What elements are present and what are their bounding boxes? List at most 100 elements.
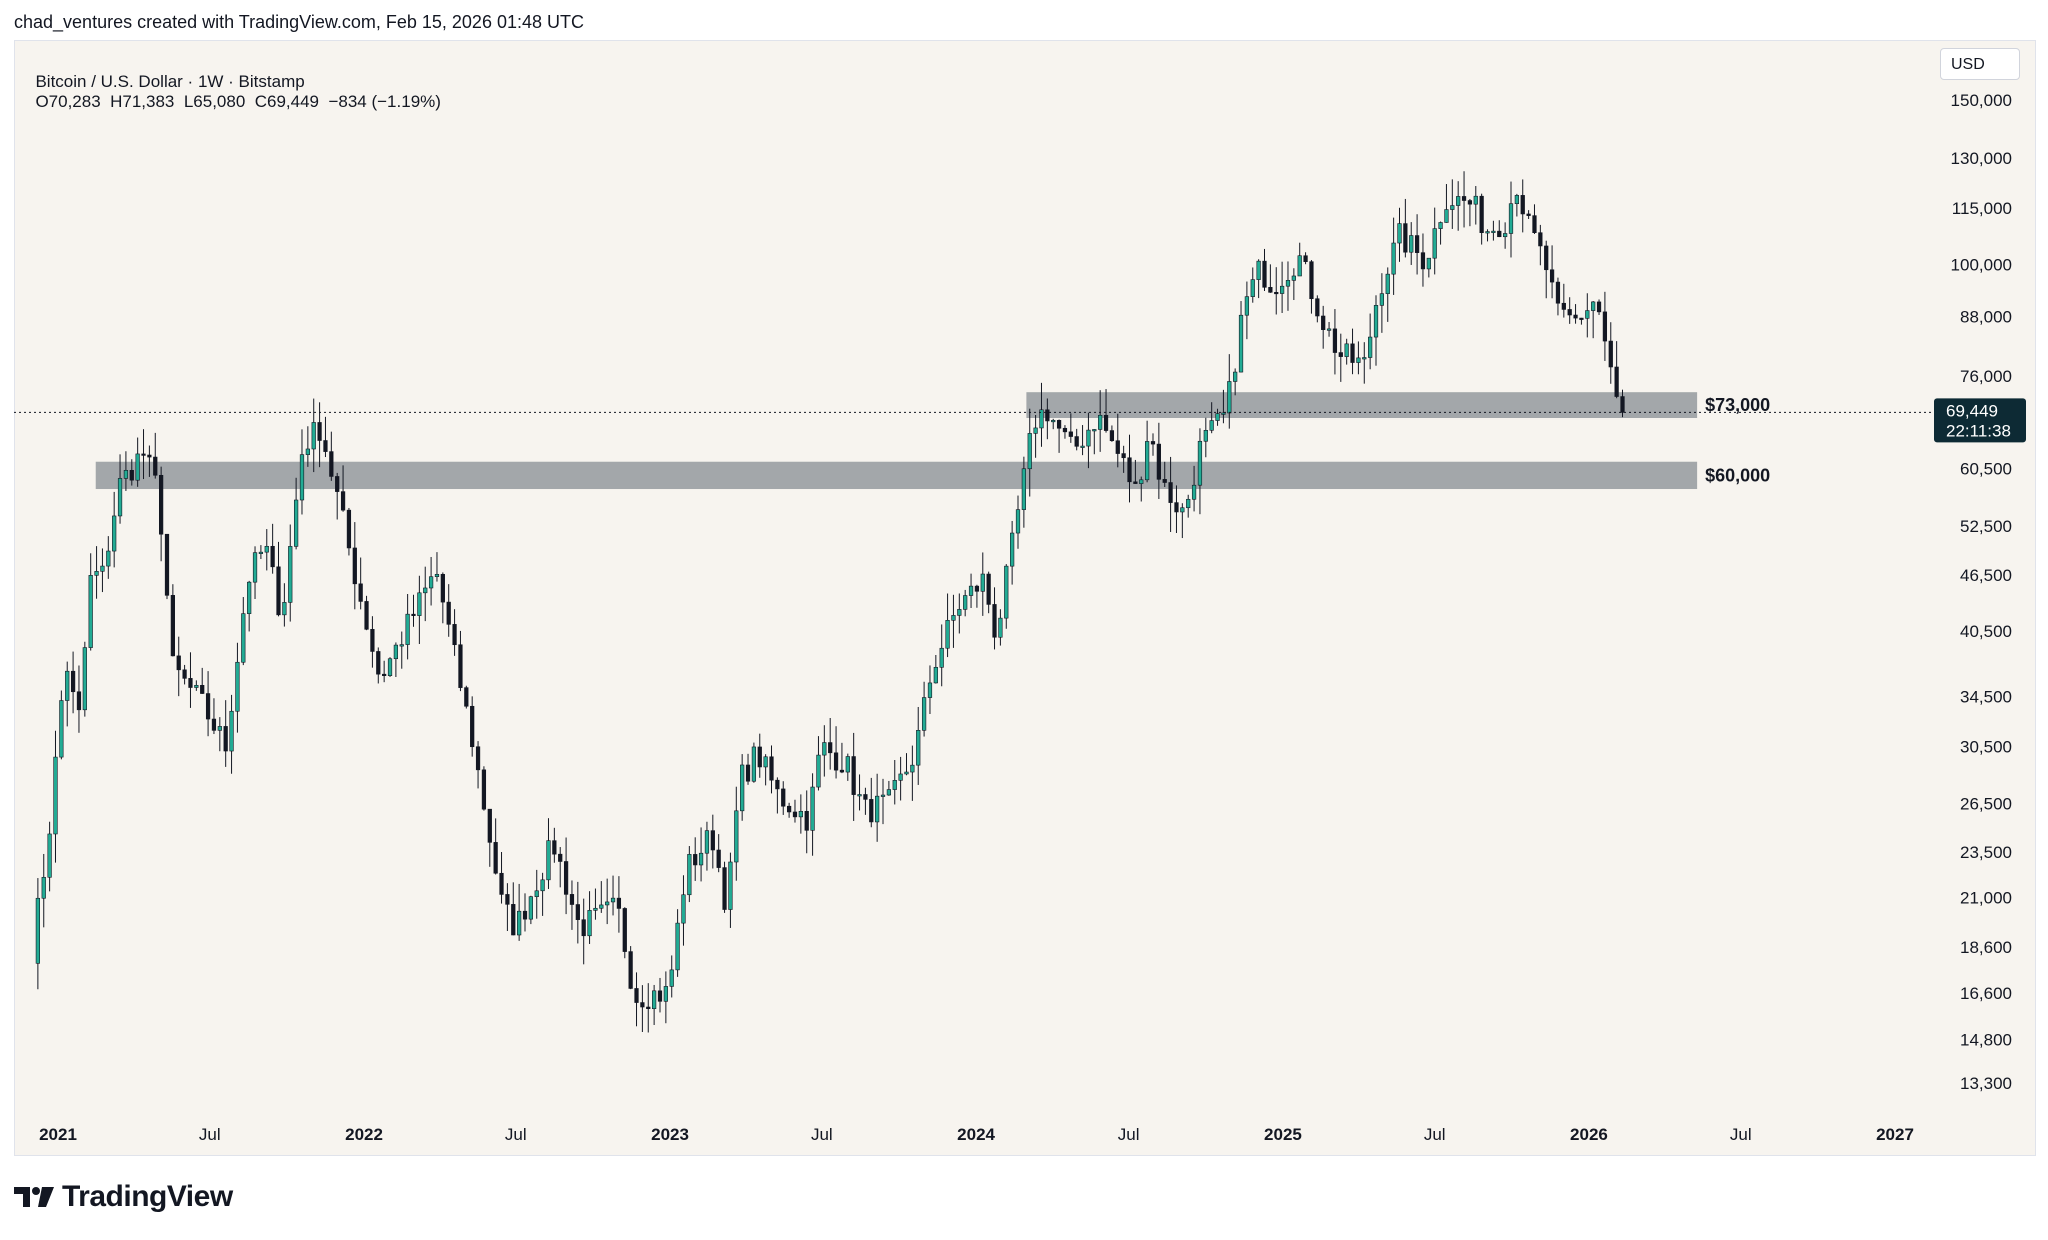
candle[interactable] [798, 794, 803, 834]
candle[interactable] [769, 745, 774, 794]
candle[interactable] [1409, 222, 1414, 265]
candle[interactable] [35, 878, 40, 990]
candle[interactable] [1438, 221, 1443, 245]
candle[interactable] [681, 875, 686, 946]
candle[interactable] [757, 733, 762, 778]
candle[interactable] [1297, 242, 1302, 277]
candle[interactable] [1162, 461, 1167, 488]
candle[interactable] [1268, 264, 1273, 293]
candle[interactable] [1526, 210, 1531, 219]
candle[interactable] [1180, 503, 1185, 539]
candle[interactable] [1209, 402, 1214, 434]
candle[interactable] [828, 717, 833, 770]
candle[interactable] [76, 665, 82, 733]
candle[interactable] [745, 753, 751, 785]
candle[interactable] [452, 609, 457, 656]
candle[interactable] [217, 717, 222, 752]
candle[interactable] [1514, 193, 1519, 217]
candle[interactable] [346, 507, 352, 556]
candle[interactable] [147, 445, 152, 477]
candle[interactable] [1350, 328, 1355, 375]
candle[interactable] [1497, 220, 1502, 238]
candle[interactable] [710, 814, 715, 869]
candle[interactable] [1238, 301, 1244, 373]
candle[interactable] [1479, 193, 1484, 245]
candle[interactable] [188, 652, 193, 708]
candle[interactable] [176, 636, 181, 697]
candle[interactable] [311, 398, 316, 473]
candle[interactable] [616, 876, 622, 933]
candle[interactable] [1227, 354, 1232, 429]
candle[interactable] [675, 909, 680, 977]
candle[interactable] [517, 883, 522, 941]
candle[interactable] [558, 847, 563, 888]
candle[interactable] [235, 642, 240, 733]
candle[interactable] [1156, 422, 1161, 499]
candle[interactable] [194, 680, 199, 691]
candle[interactable] [781, 781, 786, 815]
candle[interactable] [464, 685, 469, 709]
candle[interactable] [974, 584, 980, 608]
candle[interactable] [1139, 476, 1144, 502]
candle[interactable] [593, 888, 598, 920]
candle[interactable] [276, 541, 281, 617]
candle[interactable] [252, 546, 258, 600]
candle[interactable] [1121, 445, 1126, 473]
candle[interactable] [1573, 304, 1578, 324]
candle[interactable] [1368, 313, 1373, 370]
candle[interactable] [1145, 420, 1150, 483]
candle[interactable] [652, 984, 657, 1026]
candle[interactable] [552, 827, 557, 863]
candle[interactable] [1403, 198, 1408, 258]
candle[interactable] [428, 556, 434, 606]
candle[interactable] [41, 853, 46, 928]
candle[interactable] [1420, 233, 1426, 287]
candle[interactable] [1561, 283, 1566, 318]
candle[interactable] [1250, 267, 1255, 303]
candle[interactable] [1068, 413, 1073, 443]
candle[interactable] [1602, 291, 1608, 361]
candle[interactable] [129, 459, 134, 486]
candle[interactable] [1379, 273, 1385, 333]
candle[interactable] [376, 647, 381, 684]
candle[interactable] [933, 655, 938, 684]
candle[interactable] [792, 799, 798, 823]
candle[interactable] [1520, 179, 1525, 233]
candle[interactable] [1503, 222, 1508, 249]
candle[interactable] [833, 726, 839, 779]
support-zone-0[interactable] [1026, 392, 1698, 419]
candle[interactable] [53, 730, 58, 863]
candle[interactable] [1291, 268, 1296, 301]
candle[interactable] [123, 451, 129, 491]
candle[interactable] [1620, 389, 1625, 418]
candle[interactable] [270, 523, 275, 574]
candle[interactable] [1391, 217, 1396, 295]
candle[interactable] [1485, 229, 1490, 242]
candle[interactable] [358, 557, 363, 610]
candle[interactable] [569, 880, 575, 930]
candle[interactable] [100, 548, 105, 593]
candle[interactable] [916, 706, 921, 785]
candle[interactable] [968, 573, 974, 608]
candle[interactable] [1321, 305, 1326, 349]
candle[interactable] [740, 754, 745, 821]
candle[interactable] [1332, 309, 1338, 375]
candle[interactable] [1567, 297, 1572, 324]
candle[interactable] [288, 524, 293, 622]
candle[interactable] [1338, 333, 1343, 382]
candle[interactable] [370, 616, 375, 668]
candle[interactable] [1215, 408, 1220, 426]
support-zone-1[interactable] [95, 461, 1698, 490]
candle[interactable] [1015, 495, 1021, 549]
candle[interactable] [1608, 322, 1613, 384]
candle[interactable] [382, 660, 387, 683]
candle[interactable] [247, 580, 252, 632]
candle[interactable] [1256, 259, 1261, 299]
candle[interactable] [1127, 434, 1132, 503]
candle[interactable] [1168, 456, 1173, 532]
candle[interactable] [1544, 240, 1549, 299]
candle[interactable] [88, 553, 93, 651]
candle[interactable] [939, 624, 944, 687]
candle[interactable] [1062, 425, 1068, 439]
candle[interactable] [399, 631, 404, 669]
